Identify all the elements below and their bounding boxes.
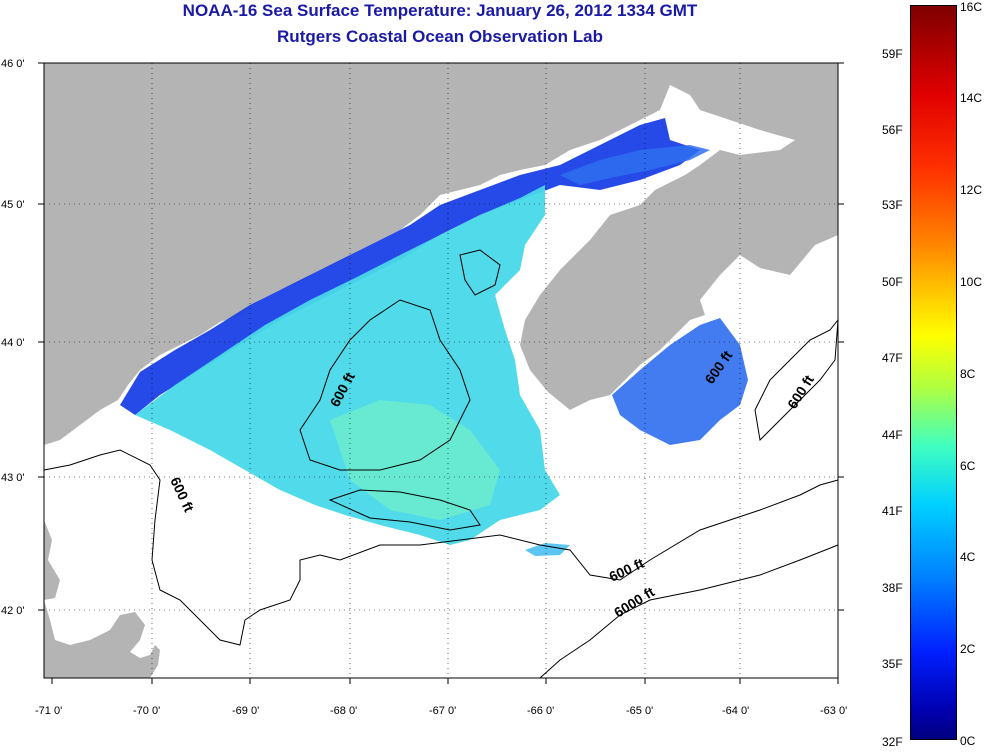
sst-south-patch: [525, 543, 570, 556]
colorbar-c-label: 4C: [960, 550, 976, 564]
colorbar-c-label: 6C: [960, 459, 976, 473]
contour-6000ft: [539, 544, 839, 679]
lon-tick-label: -71 0': [35, 705, 62, 717]
colorbar-f-label: 44F: [882, 428, 903, 442]
colorbar-f-label: 41F: [882, 504, 903, 518]
land-maine-newbrunswick: [44, 63, 838, 445]
colorbar-c-label: 10C: [960, 275, 983, 289]
sst-scotian-patch: [612, 318, 748, 445]
map-frame: [43, 62, 839, 679]
contour-600ft-east: [754, 318, 839, 442]
colorbar-c-label: 14C: [960, 91, 983, 105]
lon-tick-label: -65 0': [626, 705, 653, 717]
lon-tick-label: -69 0': [232, 705, 259, 717]
colorbar-f-label: 35F: [882, 657, 903, 671]
contour-islands: [459, 249, 501, 296]
colorbar-f-label: 32F: [882, 735, 903, 749]
lat-tick-label: 44 0': [1, 337, 25, 349]
bathymetry-contours: [43, 249, 839, 679]
lon-tick-label: -70 0': [133, 705, 160, 717]
lon-tick-label: -68 0': [330, 705, 357, 717]
lat-tick-label: 42 0': [1, 605, 25, 617]
sst-fundy-band: [560, 145, 710, 185]
colorbar-f-label: 47F: [882, 351, 903, 365]
lon-tick-label: -63 0': [820, 705, 847, 717]
map-title: NOAA-16 Sea Surface Temperature: January…: [182, 1, 698, 20]
contour-600ft-main: [419, 479, 839, 581]
colorbar-f-label: 50F: [882, 275, 903, 289]
lon-tick-label: -64 0': [722, 705, 749, 717]
sst-warm-core: [330, 400, 500, 520]
lat-tick-label: 45 0': [1, 199, 25, 211]
colorbar-c-label: 0C: [960, 734, 976, 748]
contour-600ft-west: [43, 449, 420, 646]
map-subtitle: Rutgers Coastal Ocean Observation Lab: [277, 27, 603, 46]
colorbar: [910, 5, 957, 740]
sst-cold-coastal-band: [120, 118, 700, 415]
tick-marks: [38, 62, 844, 684]
colorbar-c-label: 12C: [960, 183, 983, 197]
colorbar-f-label: 56F: [882, 123, 903, 137]
colorbar-gradient: [911, 6, 956, 739]
colorbar-f-label: 38F: [882, 581, 903, 595]
contour-basin-inner: [299, 299, 471, 471]
colorbar-c-label: 8C: [960, 367, 976, 381]
contour-georges: [328, 489, 481, 531]
lat-tick-label: 46 0': [1, 58, 25, 70]
colorbar-f-label: 59F: [882, 47, 903, 61]
colorbar-c-label: 2C: [960, 642, 976, 656]
lon-tick-label: -66 0': [527, 705, 554, 717]
colorbar-c-label: 16C: [960, 0, 983, 14]
lat-tick-label: 43 0': [1, 472, 25, 484]
colorbar-f-label: 53F: [882, 198, 903, 212]
land-capecod: [44, 600, 160, 678]
land-novascotia-gap-fill: [44, 445, 60, 600]
lon-tick-label: -67 0': [429, 705, 456, 717]
